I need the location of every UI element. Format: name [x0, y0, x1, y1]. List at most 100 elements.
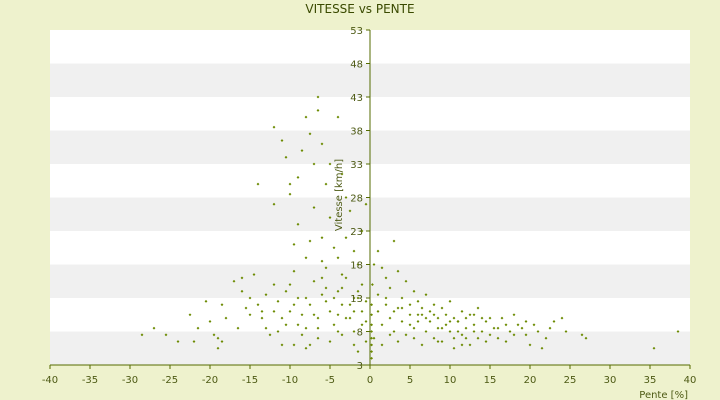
data-point	[388, 316, 392, 320]
y-tick-label: 48	[350, 60, 363, 71]
data-point	[516, 323, 520, 327]
data-point	[464, 316, 468, 320]
data-point	[528, 343, 532, 347]
data-point	[544, 336, 548, 340]
data-point	[412, 326, 416, 330]
x-tick-label: 5	[407, 375, 413, 386]
data-point	[348, 303, 352, 307]
data-point	[652, 346, 656, 350]
y-tick-label: 33	[350, 160, 363, 171]
data-point	[376, 309, 380, 313]
data-point	[420, 306, 424, 310]
data-point	[216, 346, 220, 350]
data-point	[316, 95, 320, 99]
data-point	[296, 296, 300, 300]
data-point	[396, 340, 400, 343]
x-tick-label: 0	[367, 375, 373, 386]
data-point	[372, 263, 376, 266]
y-tick-label: 3	[357, 361, 363, 372]
data-point	[472, 323, 476, 327]
data-point	[392, 309, 396, 313]
data-point	[268, 333, 272, 337]
data-point	[344, 236, 348, 240]
x-tick-label: -30	[122, 375, 138, 386]
data-points	[140, 95, 680, 360]
data-point	[300, 313, 304, 317]
x-tick-label: -35	[82, 375, 98, 386]
data-point	[328, 216, 332, 220]
data-point	[276, 299, 280, 303]
data-point	[340, 273, 344, 276]
data-point	[560, 316, 564, 320]
data-point	[316, 336, 320, 340]
x-tick-labels: -40 -35 -30 -25 -20 -15 -10 -5 0 5 10 15 20 25 30 35 40	[42, 365, 697, 386]
data-point	[256, 182, 260, 186]
data-point	[344, 276, 348, 280]
data-point	[292, 303, 296, 307]
data-point	[416, 313, 420, 317]
data-point	[344, 316, 348, 320]
data-point	[356, 263, 360, 266]
data-point	[292, 269, 296, 273]
data-point	[580, 333, 584, 337]
x-tick-label: 40	[684, 375, 697, 386]
data-point	[324, 266, 328, 270]
x-tick-label: 15	[484, 375, 497, 386]
data-point	[440, 306, 444, 310]
data-point	[328, 309, 332, 313]
data-point	[408, 303, 412, 307]
data-point	[448, 330, 452, 333]
data-point	[432, 336, 436, 340]
data-point	[536, 330, 540, 333]
data-point	[492, 326, 496, 330]
data-point	[248, 313, 252, 317]
data-point	[440, 326, 444, 330]
data-point	[460, 343, 464, 347]
data-point	[400, 306, 404, 310]
data-point	[260, 309, 264, 313]
x-tick-label: -15	[242, 375, 258, 386]
data-point	[328, 162, 332, 166]
data-point	[336, 256, 340, 260]
data-point	[204, 299, 208, 303]
data-point	[452, 336, 456, 340]
x-tick-label: 25	[564, 375, 577, 386]
data-point	[468, 313, 472, 317]
data-point	[404, 333, 408, 337]
x-tick-label: -20	[202, 375, 218, 386]
data-point	[332, 323, 336, 327]
data-point	[364, 202, 368, 206]
data-point	[324, 299, 328, 303]
data-point	[340, 333, 344, 337]
data-point	[676, 330, 680, 333]
data-point	[336, 289, 340, 293]
data-point	[348, 316, 352, 320]
data-point	[476, 306, 480, 310]
data-point	[352, 309, 356, 313]
data-point	[220, 303, 224, 307]
data-point	[508, 330, 512, 333]
data-point	[288, 192, 292, 196]
data-point	[232, 279, 236, 283]
data-point	[428, 309, 432, 313]
data-point	[416, 320, 420, 323]
data-point	[370, 343, 374, 347]
data-point	[296, 175, 300, 179]
data-point	[476, 336, 480, 340]
data-point	[308, 239, 312, 243]
data-point	[456, 320, 460, 323]
data-point	[584, 336, 588, 340]
x-tick-label: 30	[604, 375, 617, 386]
data-point	[436, 326, 440, 330]
data-point	[320, 142, 324, 146]
data-point	[260, 316, 264, 320]
data-point	[304, 326, 308, 330]
data-point	[436, 340, 440, 343]
data-point	[240, 289, 244, 293]
data-point	[420, 313, 424, 317]
data-point	[392, 239, 396, 243]
data-point	[352, 249, 356, 253]
data-point	[564, 330, 568, 333]
